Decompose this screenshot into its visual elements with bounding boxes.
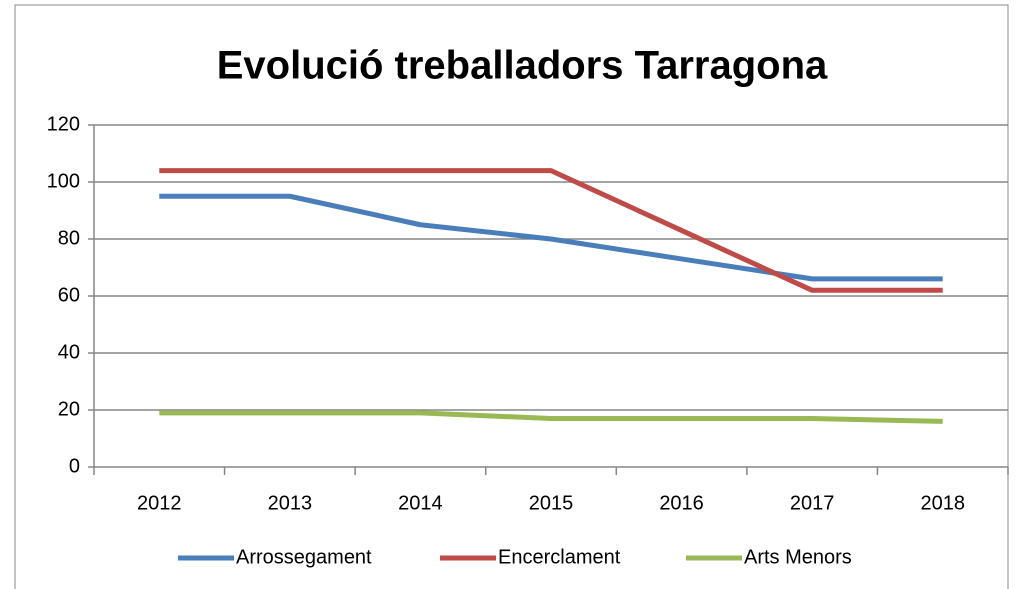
y-tick-label: 60 — [58, 284, 80, 306]
x-tick-label: 2017 — [790, 492, 835, 514]
legend-label: Encerclament — [498, 546, 621, 568]
x-tick-label: 2013 — [268, 492, 313, 514]
legend-label: Arrossegament — [236, 546, 372, 568]
x-tick-label: 2015 — [529, 492, 574, 514]
y-tick-label: 40 — [58, 341, 80, 363]
chart-border — [14, 4, 1009, 589]
y-tick-label: 100 — [47, 170, 80, 192]
series-line — [159, 193, 943, 282]
series-line — [159, 168, 943, 293]
legend-label: Arts Menors — [744, 546, 852, 568]
x-tick-label: 2018 — [920, 492, 965, 514]
x-tick-label: 2014 — [398, 492, 443, 514]
y-tick-label: 0 — [69, 455, 80, 477]
x-tick-label: 2016 — [659, 492, 704, 514]
x-tick-label: 2012 — [137, 492, 182, 514]
series-line — [159, 410, 943, 424]
y-tick-label: 80 — [58, 227, 80, 249]
chart-title: Evolució treballadors Tarragona — [217, 44, 828, 88]
y-tick-label: 120 — [47, 113, 80, 135]
y-tick-label: 20 — [58, 398, 80, 420]
